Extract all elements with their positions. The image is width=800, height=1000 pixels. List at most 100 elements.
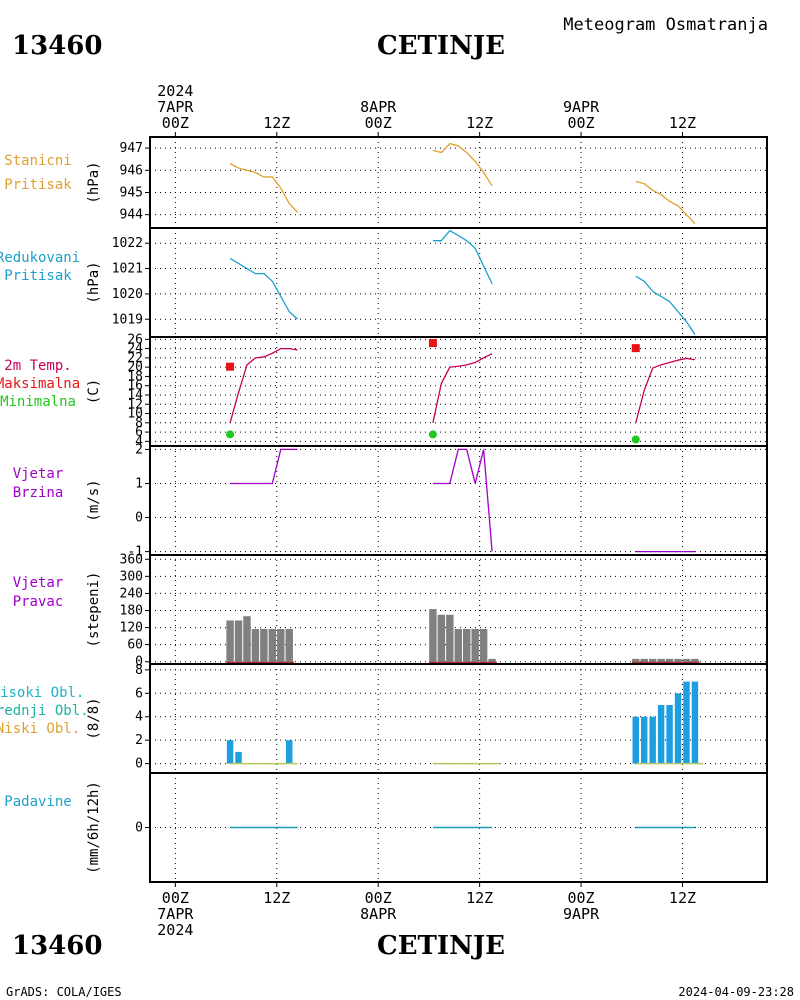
min-temp-marker [631,435,640,444]
ylabel: (hPa) [86,261,102,303]
cloud-bar [691,681,699,764]
cloud-bar [286,740,293,764]
panel-label: Stanicni [4,153,71,169]
ylabel: (C) [86,379,102,404]
direction-bar [429,609,437,665]
series-line [432,229,493,285]
panel-precipitation: 0 (mm/6h/12h) Padavine [4,772,768,883]
panel-label: Redukovani [0,250,80,266]
series-line [229,257,299,320]
series-line [432,448,493,552]
station-id-bottom: 13460 [12,931,102,961]
ytick-label: 2 [135,442,143,457]
station-name-bottom: CETINJE [377,931,505,961]
panel-station_pressure: 944 945 946 947 (hPa) Stanicni Pritisak [4,136,768,229]
panel-label: Minimalna [0,394,76,410]
cloud-bar [640,716,648,764]
max-temp-marker [428,339,437,348]
direction-bar [454,628,462,665]
panel-reduced_pressure: 1019 1020 1021 1022 (hPa) Redukovani Pritisak [0,227,768,338]
cloud-bar [674,693,682,764]
bottom-tick-label: 12Z [669,889,696,907]
ytick-label: 1021 [112,262,143,277]
timestamp-text: 2024-04-09-23:28 [678,985,794,999]
top-tick-label: 00Z [365,114,392,132]
ytick-label: 1022 [112,236,143,251]
series-line [432,142,493,187]
series-line [635,357,696,423]
panel-label: Visoki Obl. [0,685,84,701]
ylabel: (8/8) [86,697,102,739]
series-line [229,347,298,423]
cloud-bar [632,716,639,764]
cloud-bar [666,705,673,764]
panel-label: 2m Temp. [4,358,71,374]
panel-label: Srednji Obl. [0,703,89,719]
max-temp-marker [226,362,235,371]
ytick-label: 1019 [112,312,143,327]
ytick-label: 946 [120,163,143,178]
ytick-label: 947 [120,141,143,156]
top-tick-label: 12Z [669,114,696,132]
direction-bar [479,628,488,665]
bottom-tick-label: 00Z [365,889,392,907]
ytick-label: -1 [127,545,143,560]
bottom-tick-label: 12Z [263,889,290,907]
ytick-label: 2 [135,733,143,748]
cloud-bar [683,681,690,764]
direction-bar [285,628,293,665]
panel-label: Brzina [13,485,64,501]
direction-bar [251,628,260,665]
panel-wind_speed: -1 0 1 2 (m/s) Vjetar Brzina [13,442,768,560]
ytick-label: 180 [120,603,143,618]
cloud-bar [657,705,665,764]
panel-wind_direction: 0 60 120 180 240 300 360 (stepeni) Vjetar Pravac [13,552,768,670]
panel-frame [149,772,768,883]
ytick-label: 360 [120,552,143,567]
panel-label: Vjetar [13,466,64,482]
ylabel: (hPa) [86,161,102,203]
ytick-label: 24 [127,342,143,357]
top-tick-label: 00Z [162,114,189,132]
direction-bar [471,628,479,665]
ylabel: (stepeni) [86,572,102,648]
ytick-label: 0 [135,511,143,526]
direction-bar [234,620,243,665]
panel-label: Niski Obl. [0,721,80,737]
series-line [229,163,299,213]
top-tick-label: 9APR [563,98,600,116]
ytick-label: 240 [120,586,143,601]
series-line [635,180,696,225]
ytick-label: 6 [135,686,143,701]
bottom-tick-label: 8APR [360,905,397,923]
series-line [230,448,298,485]
direction-bar [463,628,471,665]
series-line [432,353,493,423]
product-title: Meteogram Osmatranja [563,15,768,35]
ytick-label: 944 [120,208,144,223]
panel-label: Vjetar [13,575,64,591]
direction-bar [277,628,285,665]
direction-bar [437,614,446,665]
credit-text: GrADS: COLA/IGES [6,985,122,999]
ytick-label: 18 [127,369,143,384]
panel-frame [149,445,768,556]
ytick-label: 22 [127,351,143,366]
bottom-tick-label: 2024 [157,921,193,939]
ytick-label: 0 [135,757,143,772]
top-tick-label: 8APR [360,98,397,116]
ytick-label: 20 [127,360,143,375]
bottom-tick-label: 00Z [568,889,595,907]
ytick-label: 4 [135,710,143,725]
ytick-label: 8 [135,416,143,431]
station-name-top: CETINJE [377,31,505,61]
bottom-tick-label: 7APR [157,905,194,923]
top-tick-label: 12Z [263,114,290,132]
panel-frame [149,227,768,338]
direction-bar [268,628,277,665]
station-id-top: 13460 [12,31,102,61]
direction-bar [243,616,251,665]
